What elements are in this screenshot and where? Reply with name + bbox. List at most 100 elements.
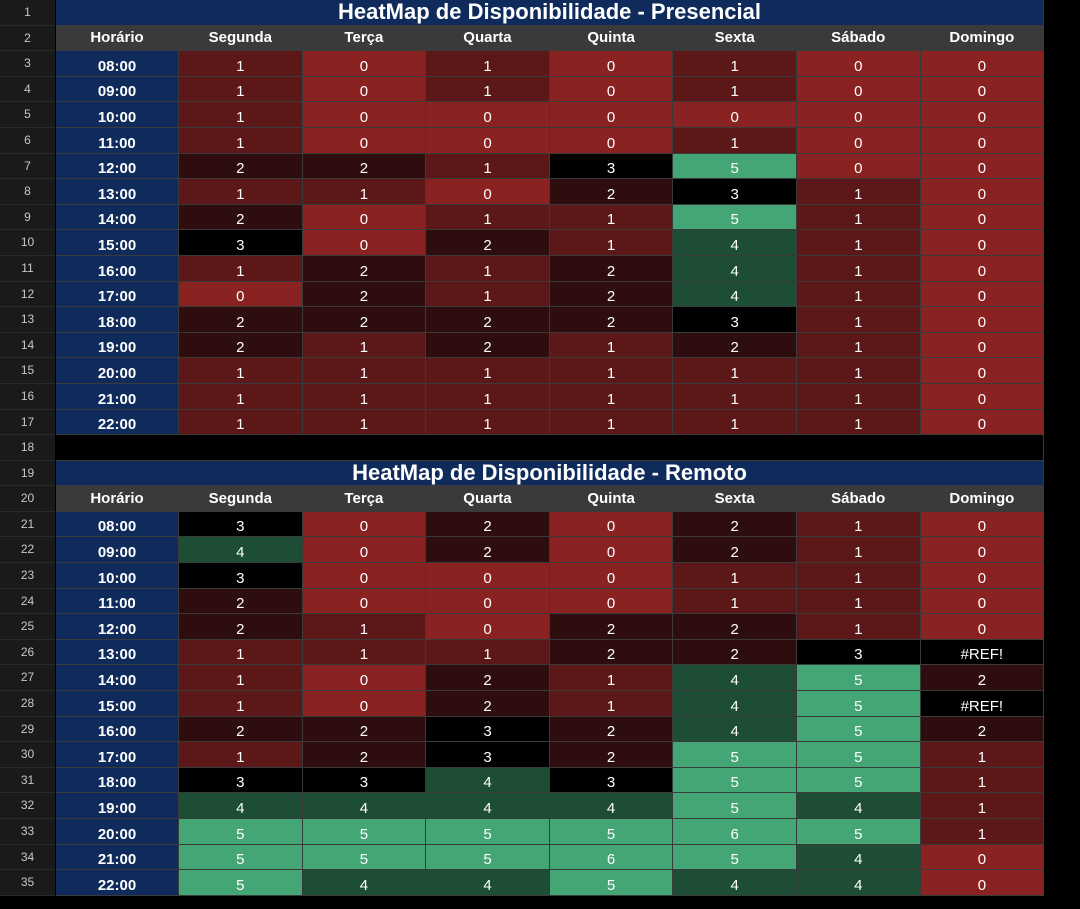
row-header[interactable]: 6 bbox=[0, 128, 55, 154]
heat-cell[interactable]: 3 bbox=[426, 742, 550, 768]
row-header[interactable]: 31 bbox=[0, 768, 55, 794]
heat-cell[interactable]: 1 bbox=[302, 639, 427, 666]
column-header[interactable]: Sábado bbox=[796, 486, 921, 512]
heat-cell[interactable]: 5 bbox=[673, 793, 797, 819]
heat-cell[interactable]: 5 bbox=[179, 870, 303, 896]
heat-cell[interactable]: 0 bbox=[920, 870, 1045, 896]
heat-cell[interactable]: 5 bbox=[673, 844, 797, 871]
heat-cell[interactable]: 2 bbox=[302, 742, 427, 768]
row-header[interactable]: 33 bbox=[0, 819, 55, 845]
heat-cell[interactable]: 2 bbox=[302, 153, 427, 180]
heat-cell[interactable]: 1 bbox=[426, 281, 550, 308]
heat-cell[interactable]: 1 bbox=[179, 51, 303, 77]
section-title[interactable]: HeatMap de Disponibilidade - Remoto bbox=[56, 460, 1044, 487]
heat-cell[interactable]: 0 bbox=[920, 383, 1045, 410]
heat-cell[interactable]: 3 bbox=[179, 767, 303, 794]
column-header[interactable]: Quinta bbox=[549, 486, 674, 512]
heat-cell[interactable]: 3 bbox=[673, 179, 797, 205]
heat-cell[interactable]: 4 bbox=[796, 844, 921, 871]
heat-cell[interactable]: 1 bbox=[796, 255, 921, 282]
heat-cell[interactable]: 1 bbox=[549, 665, 674, 692]
column-header[interactable]: Domingo bbox=[920, 486, 1045, 512]
heat-cell[interactable]: 0 bbox=[796, 51, 921, 77]
time-cell[interactable]: 14:00 bbox=[56, 665, 179, 692]
row-header[interactable]: 13 bbox=[0, 307, 55, 333]
blank-row[interactable] bbox=[56, 435, 1044, 461]
heat-cell[interactable]: 4 bbox=[796, 870, 921, 896]
heat-cell[interactable]: 1 bbox=[920, 819, 1045, 845]
heat-cell[interactable]: 1 bbox=[796, 281, 921, 308]
column-header[interactable]: Quinta bbox=[549, 25, 674, 52]
row-header[interactable]: 29 bbox=[0, 717, 55, 743]
column-header[interactable]: Horário bbox=[56, 25, 179, 52]
heat-cell[interactable]: 2 bbox=[179, 204, 303, 231]
heat-cell[interactable]: 0 bbox=[920, 102, 1045, 128]
time-cell[interactable]: 12:00 bbox=[56, 614, 179, 640]
column-header[interactable]: Terça bbox=[302, 25, 427, 52]
heat-cell[interactable]: 0 bbox=[920, 563, 1045, 589]
row-header[interactable]: 9 bbox=[0, 205, 55, 231]
column-header[interactable]: Quarta bbox=[426, 486, 550, 512]
heat-cell[interactable]: 5 bbox=[796, 665, 921, 692]
heat-cell[interactable]: 2 bbox=[549, 716, 674, 743]
heat-cell[interactable]: 2 bbox=[302, 281, 427, 308]
heat-cell[interactable]: 4 bbox=[673, 230, 797, 256]
heat-cell[interactable]: 1 bbox=[426, 409, 550, 436]
heat-cell[interactable]: 1 bbox=[302, 358, 427, 384]
heat-cell[interactable]: 1 bbox=[179, 691, 303, 717]
heat-cell[interactable]: 4 bbox=[673, 281, 797, 308]
time-cell[interactable]: 19:00 bbox=[56, 332, 179, 359]
heat-cell[interactable]: 1 bbox=[426, 204, 550, 231]
heat-cell[interactable]: 1 bbox=[302, 383, 427, 410]
row-header[interactable]: 19 bbox=[0, 461, 55, 487]
heat-cell[interactable]: 5 bbox=[673, 153, 797, 180]
row-header[interactable]: 23 bbox=[0, 563, 55, 589]
row-header[interactable]: 34 bbox=[0, 845, 55, 871]
row-header[interactable]: 7 bbox=[0, 154, 55, 180]
heat-cell[interactable]: 1 bbox=[179, 665, 303, 692]
heat-cell[interactable]: 1 bbox=[179, 742, 303, 768]
heat-cell[interactable]: 3 bbox=[549, 767, 674, 794]
column-header[interactable]: Terça bbox=[302, 486, 427, 512]
row-header[interactable]: 3 bbox=[0, 51, 55, 77]
row-header[interactable]: 17 bbox=[0, 410, 55, 436]
time-cell[interactable]: 20:00 bbox=[56, 358, 179, 384]
heat-cell[interactable]: 0 bbox=[920, 281, 1045, 308]
heat-cell[interactable]: 1 bbox=[673, 383, 797, 410]
time-cell[interactable]: 21:00 bbox=[56, 844, 179, 871]
row-header[interactable]: 11 bbox=[0, 256, 55, 282]
time-cell[interactable]: 22:00 bbox=[56, 870, 179, 896]
time-cell[interactable]: 12:00 bbox=[56, 153, 179, 180]
heat-cell[interactable]: 0 bbox=[920, 204, 1045, 231]
heat-cell[interactable]: 5 bbox=[796, 742, 921, 768]
heat-cell[interactable]: 2 bbox=[549, 281, 674, 308]
heat-cell[interactable]: 2 bbox=[549, 742, 674, 768]
heat-cell[interactable]: 0 bbox=[920, 537, 1045, 564]
heat-cell[interactable]: 4 bbox=[673, 691, 797, 717]
row-header[interactable]: 28 bbox=[0, 691, 55, 717]
heat-cell[interactable]: 1 bbox=[302, 332, 427, 359]
heat-cell[interactable]: 1 bbox=[673, 563, 797, 589]
heat-cell[interactable]: 3 bbox=[673, 307, 797, 333]
heat-cell[interactable]: 0 bbox=[673, 102, 797, 128]
heat-cell[interactable]: 4 bbox=[302, 870, 427, 896]
heat-cell[interactable]: 1 bbox=[673, 51, 797, 77]
heat-cell[interactable]: 1 bbox=[796, 588, 921, 615]
heat-cell[interactable]: 1 bbox=[179, 179, 303, 205]
row-header[interactable]: 12 bbox=[0, 282, 55, 308]
heat-cell[interactable]: 2 bbox=[673, 511, 797, 538]
time-cell[interactable]: 16:00 bbox=[56, 716, 179, 743]
heat-cell[interactable]: 1 bbox=[549, 332, 674, 359]
time-cell[interactable]: 08:00 bbox=[56, 51, 179, 77]
heat-cell[interactable]: 2 bbox=[426, 307, 550, 333]
heat-cell[interactable]: 1 bbox=[549, 383, 674, 410]
heat-cell[interactable]: 0 bbox=[796, 102, 921, 128]
heat-cell[interactable]: 0 bbox=[426, 563, 550, 589]
heat-cell[interactable]: 0 bbox=[549, 563, 674, 589]
heat-cell[interactable]: 0 bbox=[426, 127, 550, 154]
column-header[interactable]: Segunda bbox=[179, 25, 303, 52]
heat-cell[interactable]: 0 bbox=[920, 230, 1045, 256]
heat-cell[interactable]: 0 bbox=[302, 588, 427, 615]
heat-cell[interactable]: 1 bbox=[426, 358, 550, 384]
row-header[interactable]: 25 bbox=[0, 614, 55, 640]
